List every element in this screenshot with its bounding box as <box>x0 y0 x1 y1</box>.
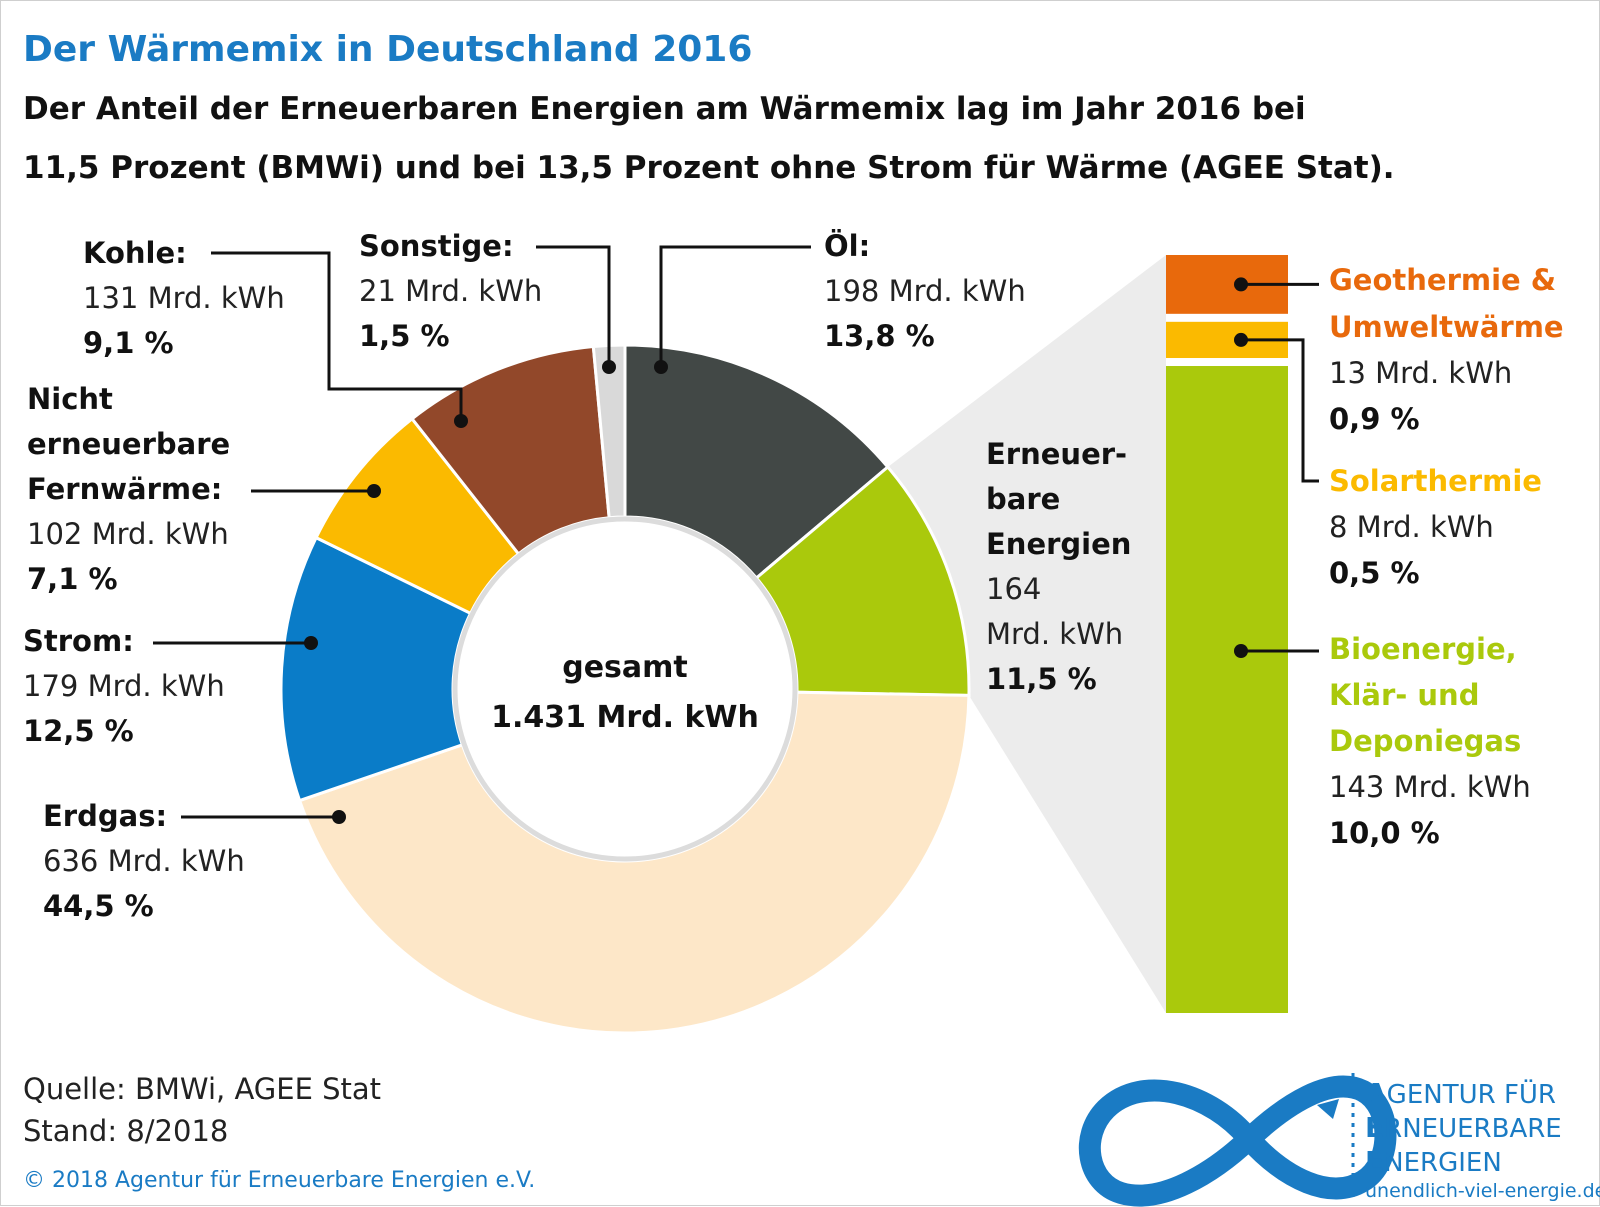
center-label: gesamt <box>562 650 688 685</box>
label-fernwaerme-name-3: Fernwärme: <box>27 472 222 506</box>
label-kohle-percent: 9,1 % <box>83 326 174 360</box>
label-solarthermie-value: 8 Mrd. kWh <box>1329 510 1494 544</box>
label-bioenergie-name-3: Deponiegas <box>1329 724 1521 758</box>
dot-erdgas <box>332 810 346 824</box>
chart-title: Der Wärmemix in Deutschland 2016 <box>23 29 752 70</box>
label-erdgas-value: 636 Mrd. kWh <box>43 844 245 878</box>
leader-kohle <box>211 251 463 421</box>
label-sonstige: Sonstige: 21 Mrd. kWh 1,5 % <box>359 229 542 353</box>
renewables-stacked-bar <box>1166 255 1288 1013</box>
source-text: Quelle: BMWi, AGEE Stat <box>23 1072 381 1106</box>
label-kohle: Kohle: 131 Mrd. kWh 9,1 % <box>83 236 285 360</box>
bar-segment-bioenergie <box>1166 366 1288 1013</box>
label-strom-percent: 12,5 % <box>23 714 134 748</box>
label-erdgas: Erdgas: 636 Mrd. kWh 44,5 % <box>43 799 245 923</box>
label-erneuerbare-name-2: bare <box>986 482 1060 516</box>
aee-logo: AGENTUR FÜR ERNEUERBARE ENERGIEN unendli… <box>1078 1073 1600 1207</box>
label-fernwaerme: Nicht erneuerbare Fernwärme: 102 Mrd. kW… <box>27 382 230 596</box>
leader-lines <box>153 245 1319 824</box>
label-geothermie-name-1: Geothermie & <box>1329 263 1556 297</box>
label-fernwaerme-percent: 7,1 % <box>27 562 118 596</box>
label-oel-name: Öl: <box>824 229 870 263</box>
label-erneuerbare-value-2: Mrd. kWh <box>986 617 1123 651</box>
label-kohle-value: 131 Mrd. kWh <box>83 281 285 315</box>
dot-fernwaerme <box>367 484 381 498</box>
leader-oel <box>659 245 811 367</box>
label-oel-percent: 13,8 % <box>824 319 935 353</box>
label-erdgas-percent: 44,5 % <box>43 889 154 923</box>
label-geothermie-value: 13 Mrd. kWh <box>1329 356 1512 390</box>
label-erneuerbare-value-1: 164 <box>986 572 1041 606</box>
label-bioenergie-name-1: Bioenergie, <box>1329 632 1517 666</box>
label-solarthermie-percent: 0,5 % <box>1329 556 1420 590</box>
label-erneuerbare-name-1: Erneuer- <box>986 437 1127 471</box>
dot-kohle <box>454 414 468 428</box>
label-sonstige-percent: 1,5 % <box>359 319 450 353</box>
label-erdgas-name: Erdgas: <box>43 799 167 833</box>
label-solarthermie-name: Solarthermie <box>1329 464 1542 498</box>
infinity-logo-icon <box>1078 1075 1397 1207</box>
label-oel-value: 198 Mrd. kWh <box>824 274 1026 308</box>
label-strom-value: 179 Mrd. kWh <box>23 669 225 703</box>
logo-line-1: AGENTUR FÜR <box>1365 1077 1556 1110</box>
label-oel: Öl: 198 Mrd. kWh 13,8 % <box>824 229 1026 353</box>
label-fernwaerme-value: 102 Mrd. kWh <box>27 517 229 551</box>
donut-hole <box>452 516 798 862</box>
label-fernwaerme-name-1: Nicht <box>27 382 113 416</box>
logo-url: unendlich-viel-energie.de <box>1365 1180 1600 1202</box>
center-total: 1.431 Mrd. kWh <box>491 700 759 735</box>
label-sonstige-value: 21 Mrd. kWh <box>359 274 542 308</box>
dot-solarthermie <box>1234 332 1248 347</box>
label-erneuerbare: Erneuer- bare Energien 164 Mrd. kWh 11,5… <box>986 437 1131 696</box>
leader-sonstige <box>536 245 611 367</box>
label-bioenergie-value: 143 Mrd. kWh <box>1329 770 1531 804</box>
label-strom: Strom: 179 Mrd. kWh 12,5 % <box>23 624 225 748</box>
dot-strom <box>304 636 318 650</box>
dot-bioenergie <box>1234 644 1248 658</box>
dot-sonstige <box>602 360 616 374</box>
dot-oel <box>654 360 668 374</box>
label-erneuerbare-percent: 11,5 % <box>986 662 1097 696</box>
label-solarthermie: Solarthermie 8 Mrd. kWh 0,5 % <box>1329 464 1542 590</box>
label-sonstige-name: Sonstige: <box>359 229 514 263</box>
label-geothermie: Geothermie & Umweltwärme 13 Mrd. kWh 0,9… <box>1329 263 1564 436</box>
label-bioenergie: Bioenergie, Klär- und Deponiegas 143 Mrd… <box>1329 632 1531 850</box>
leader-solarthermie <box>1241 338 1319 483</box>
label-strom-name: Strom: <box>23 624 134 658</box>
logo-line-2: ERNEUERBARE <box>1365 1111 1562 1144</box>
chart-subtitle-line-2: 11,5 Prozent (BMWi) und bei 13,5 Prozent… <box>23 150 1395 186</box>
logo-line-3: ENERGIEN <box>1365 1145 1502 1178</box>
label-erneuerbare-name-3: Energien <box>986 527 1131 561</box>
label-bioenergie-percent: 10,0 % <box>1329 816 1440 850</box>
label-fernwaerme-name-2: erneuerbare <box>27 427 230 461</box>
label-geothermie-percent: 0,9 % <box>1329 402 1420 436</box>
label-kohle-name: Kohle: <box>83 236 187 270</box>
label-bioenergie-name-2: Klär- und <box>1329 678 1479 712</box>
date-text: Stand: 8/2018 <box>23 1114 228 1148</box>
label-geothermie-name-2: Umweltwärme <box>1329 310 1564 344</box>
zoom-wedge <box>887 255 1166 1013</box>
dot-geothermie <box>1234 277 1248 292</box>
chart-subtitle-line-1: Der Anteil der Erneuerbaren Energien am … <box>23 91 1306 127</box>
infinity-arrow-icon <box>1317 1099 1339 1119</box>
copyright-text: © 2018 Agentur für Erneuerbare Energien … <box>23 1168 535 1193</box>
